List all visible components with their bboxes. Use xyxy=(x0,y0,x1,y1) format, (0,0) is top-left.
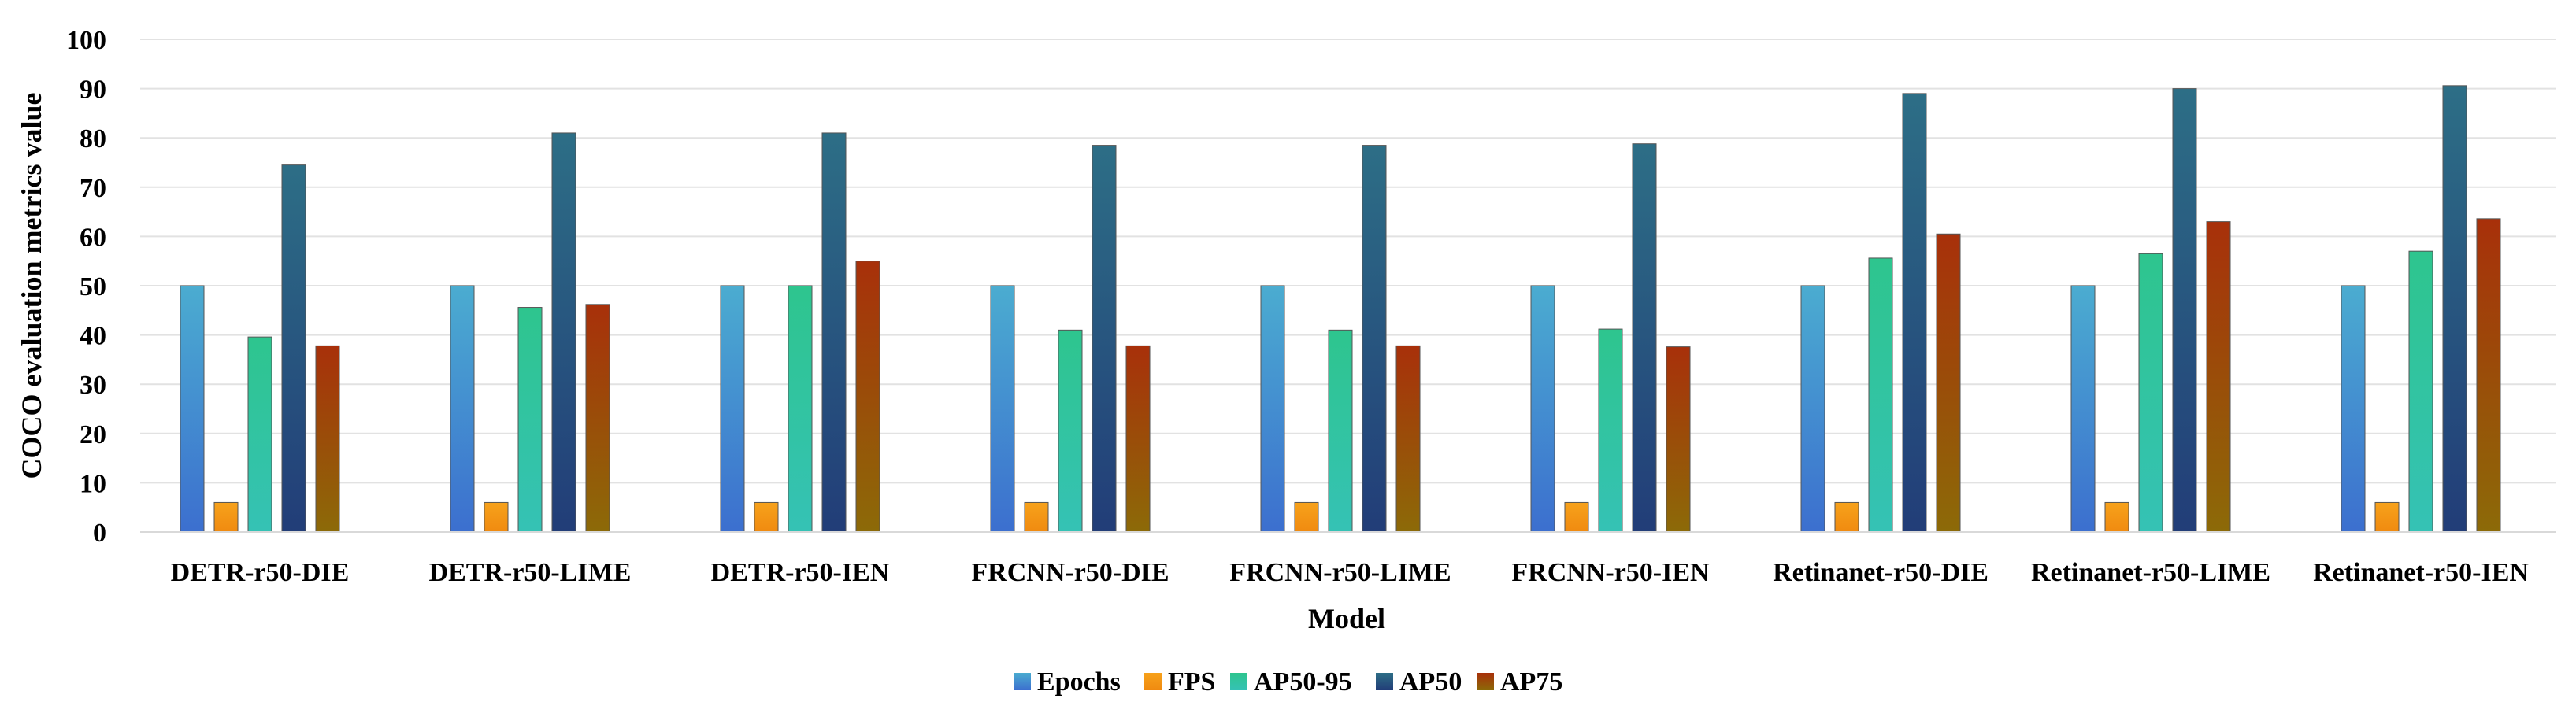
bar-ap75-7 xyxy=(1936,233,1961,533)
bar-ap50-95-7 xyxy=(1868,257,1893,533)
legend: Epochs FPS AP50-95 AP50 AP75 xyxy=(1014,667,1562,697)
bar-fps-3 xyxy=(754,501,779,533)
y-tick-label: 80 xyxy=(80,124,106,153)
y-tick-label: 30 xyxy=(80,371,106,400)
y-tick-label: 20 xyxy=(80,420,106,449)
legend-label: AP50 xyxy=(1399,667,1462,697)
bar-epochs-1 xyxy=(180,285,205,533)
y-tick-label: 40 xyxy=(80,322,106,351)
legend-swatch xyxy=(1477,673,1494,690)
x-category-label: DETR-r50-LIME xyxy=(429,558,632,587)
y-axis-ticks: 0 10 20 30 40 50 60 70 80 90 100 xyxy=(66,26,106,548)
bar-ap50-8 xyxy=(2172,88,2197,533)
x-axis-title: Model xyxy=(1308,603,1385,634)
x-category-label: Retinanet-r50-IEN xyxy=(2313,558,2529,587)
y-tick-label: 10 xyxy=(80,469,106,498)
x-category-label: FRCNN-r50-LIME xyxy=(1229,558,1451,587)
legend-label: FPS xyxy=(1168,667,1215,697)
bar-ap50-6 xyxy=(1632,143,1657,533)
bar-ap50-95-1 xyxy=(247,336,272,533)
x-category-label: DETR-r50-DIE xyxy=(171,558,350,587)
bar-fps-2 xyxy=(484,501,509,533)
bar-ap50-95-9 xyxy=(2408,250,2433,533)
bar-epochs-6 xyxy=(1530,285,1555,533)
bar-ap75-1 xyxy=(315,345,340,533)
bar-fps-7 xyxy=(1834,501,1859,533)
y-tick-label: 60 xyxy=(80,223,106,252)
bar-fps-6 xyxy=(1564,501,1589,533)
x-axis-categories: DETR-r50-DIE DETR-r50-LIME DETR-r50-IEN FRC… xyxy=(171,558,2530,587)
bar-ap50-1 xyxy=(281,164,306,533)
legend-swatch xyxy=(1014,673,1031,690)
legend-swatch xyxy=(1230,673,1247,690)
bar-ap50-4 xyxy=(1092,145,1117,533)
bar-ap50-95-8 xyxy=(2138,253,2163,533)
legend-label: AP75 xyxy=(1500,667,1562,697)
bar-ap50-95-4 xyxy=(1058,329,1083,533)
legend-swatch xyxy=(1376,673,1393,690)
y-tick-label: 100 xyxy=(66,26,106,55)
y-tick-label: 70 xyxy=(80,174,106,203)
bar-fps-5 xyxy=(1294,501,1319,533)
bar-epochs-4 xyxy=(990,285,1015,533)
bar-fps-9 xyxy=(2374,501,2400,533)
bar-fps-4 xyxy=(1024,501,1049,533)
bar-ap75-9 xyxy=(2476,218,2501,533)
legend-swatch xyxy=(1144,673,1162,690)
legend-label: Epochs xyxy=(1037,667,1121,697)
bar-fps-8 xyxy=(2104,501,2129,533)
bar-ap75-6 xyxy=(1666,346,1691,533)
bar-ap50-95-6 xyxy=(1598,328,1623,533)
bar-ap50-7 xyxy=(1902,93,1927,533)
bar-epochs-7 xyxy=(1800,285,1825,533)
bar-epochs-3 xyxy=(720,285,745,533)
legend-label: AP50-95 xyxy=(1254,667,1352,697)
y-axis-title: COCO evaluation metrics value xyxy=(16,93,47,479)
x-category-label: Retinanet-r50-DIE xyxy=(1773,558,1989,587)
x-category-label: Retinanet-r50-LIME xyxy=(2031,558,2270,587)
x-category-label: DETR-r50-IEN xyxy=(711,558,890,587)
bar-ap75-3 xyxy=(855,261,880,533)
y-tick-label: 0 xyxy=(93,519,106,548)
x-category-label: FRCNN-r50-IEN xyxy=(1511,558,1710,587)
bar-epochs-8 xyxy=(2070,285,2096,533)
bars xyxy=(180,85,2501,533)
bar-ap50-5 xyxy=(1362,145,1387,533)
bar-ap75-8 xyxy=(2206,221,2231,533)
bar-ap50-95-3 xyxy=(788,285,813,533)
x-category-label: FRCNN-r50-DIE xyxy=(971,558,1169,587)
gridlines xyxy=(140,39,2556,484)
bar-ap50-95-5 xyxy=(1328,329,1353,533)
bar-ap50-95-2 xyxy=(517,307,543,533)
bar-ap75-5 xyxy=(1395,345,1421,533)
bar-ap75-4 xyxy=(1125,345,1151,533)
y-tick-label: 90 xyxy=(80,76,106,105)
y-tick-label: 50 xyxy=(80,272,106,301)
bar-epochs-2 xyxy=(450,285,475,533)
bar-ap50-9 xyxy=(2442,85,2467,533)
bar-epochs-5 xyxy=(1260,285,1285,533)
bar-ap50-3 xyxy=(821,132,847,533)
bar-ap50-2 xyxy=(551,132,576,533)
bar-epochs-9 xyxy=(2341,285,2366,533)
bar-ap75-2 xyxy=(585,304,610,533)
bar-fps-1 xyxy=(213,501,239,533)
